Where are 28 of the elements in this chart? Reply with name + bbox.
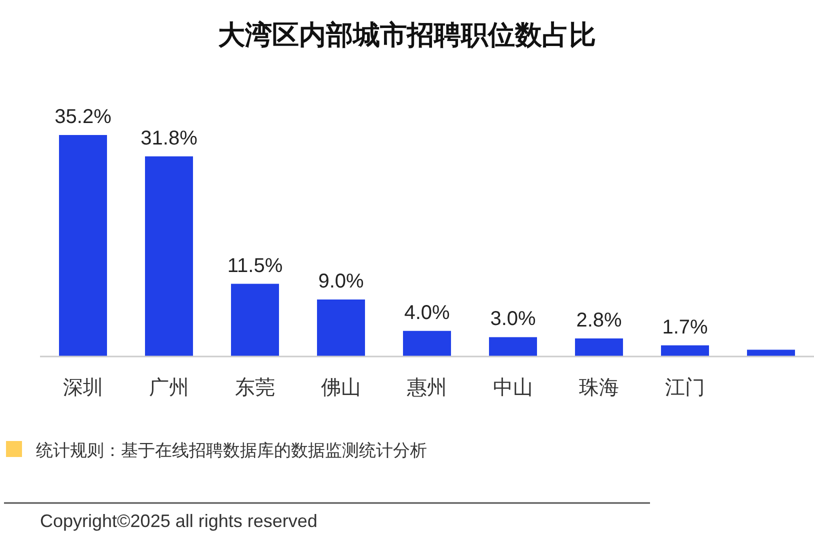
- bar: [575, 338, 623, 356]
- data-label: 11.5%: [227, 254, 283, 277]
- text: 统计规则：基于在线招聘数据库的数据监测统计分析: [36, 441, 427, 460]
- x-tick-label: 东莞: [235, 377, 275, 399]
- x-tick-label: 广州: [149, 377, 189, 399]
- x-tick-label: 深圳: [63, 377, 103, 399]
- chart-title: 大湾区内部城市招聘职位数占比: [218, 20, 596, 50]
- data-label: 3.0%: [490, 308, 536, 330]
- x-tick-label: 佛山: [321, 377, 361, 399]
- bar: [145, 156, 193, 356]
- x-tick-label: 中山: [493, 377, 533, 399]
- data-label: 2.8%: [576, 309, 622, 332]
- bar: [59, 135, 107, 356]
- data-label: 31.8%: [140, 127, 198, 150]
- x-tick-label: 珠海: [579, 377, 619, 399]
- data-label: 4.0%: [404, 302, 450, 324]
- bar: [747, 350, 795, 356]
- x-tick-label: 惠州: [406, 377, 447, 399]
- data-label: 9.0%: [318, 270, 364, 292]
- bar: [231, 284, 279, 356]
- bar: [661, 345, 709, 356]
- x-tick-label: 江门: [665, 377, 705, 399]
- data-label: 1.7%: [662, 316, 708, 338]
- bar: [489, 337, 537, 356]
- bar: [403, 330, 451, 356]
- data-label: 35.2%: [54, 106, 112, 128]
- bar: [317, 299, 365, 356]
- text: Copyright©2025 all rights reserved: [40, 511, 318, 531]
